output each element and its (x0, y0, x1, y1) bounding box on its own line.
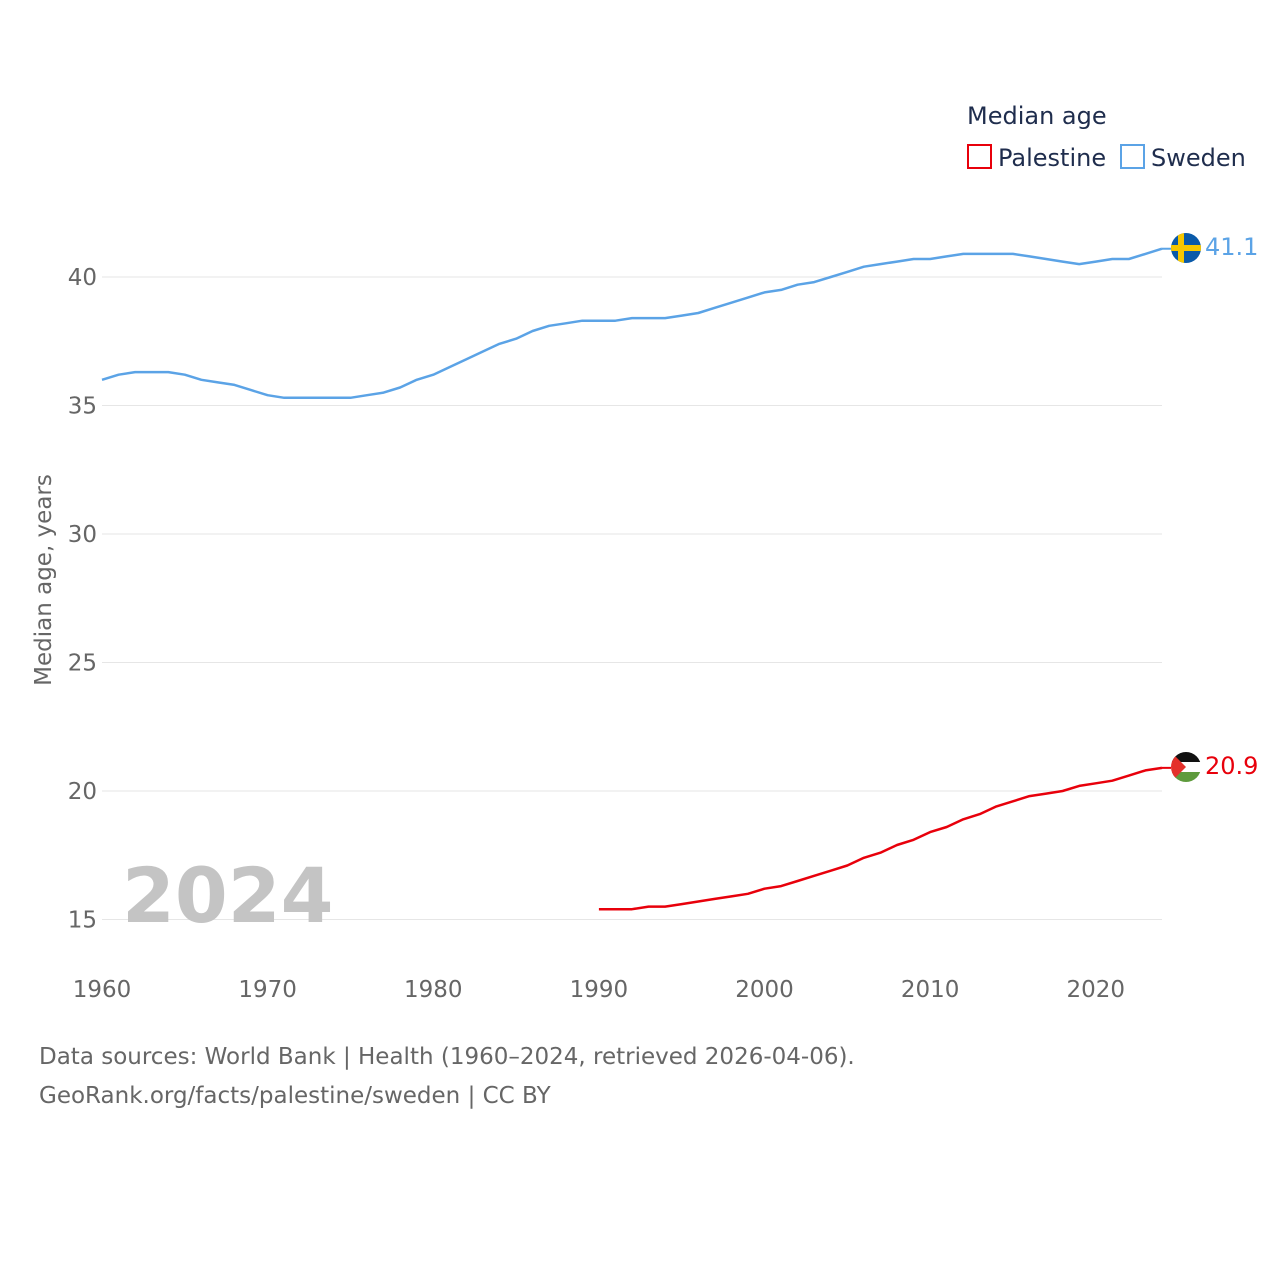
y-tick-label: 15 (68, 908, 97, 934)
legend-label-palestine: Palestine (998, 144, 1106, 172)
sweden-flag-icon (1171, 233, 1201, 263)
series-line-sweden[interactable] (101, 247, 1163, 400)
palestine-flag-icon (1171, 752, 1201, 782)
y-axis-ticks: 15 20 25 30 35 40 (68, 265, 97, 934)
year-watermark: 2024 (122, 851, 334, 940)
legend-label-sweden: Sweden (1151, 144, 1246, 172)
legend-title: Median age (967, 102, 1107, 130)
legend: Median age Palestine Sweden (967, 102, 1246, 172)
legend-swatch-palestine (967, 144, 992, 169)
end-value-palestine: 20.9 (1205, 752, 1258, 780)
y-tick-label: 30 (68, 522, 97, 548)
x-tick-label: 2020 (1066, 977, 1125, 1003)
x-tick-label: 2010 (901, 977, 960, 1003)
series-lines (101, 247, 1171, 911)
x-tick-label: 1970 (238, 977, 297, 1003)
y-tick-label: 35 (68, 394, 97, 420)
credit-link[interactable]: GeoRank.org/facts/palestine/sweden | CC … (39, 1083, 551, 1109)
y-tick-label: 25 (68, 651, 97, 677)
x-axis-ticks: 1960 1970 1980 1990 2000 2010 2020 (73, 977, 1125, 1003)
gridlines (102, 276, 1162, 920)
x-tick-label: 1990 (570, 977, 629, 1003)
y-tick-label: 20 (68, 779, 97, 805)
series-line-palestine[interactable] (598, 766, 1163, 911)
x-tick-label: 2000 (735, 977, 794, 1003)
x-tick-label: 1980 (404, 977, 463, 1003)
legend-item-palestine[interactable]: Palestine (967, 144, 1106, 172)
data-source-note: Data sources: World Bank | Health (1960–… (39, 1044, 855, 1070)
y-tick-label: 40 (68, 265, 97, 291)
legend-item-sweden[interactable]: Sweden (1120, 144, 1246, 172)
legend-swatch-sweden (1120, 144, 1145, 169)
y-axis-label: Median age, years (31, 474, 57, 686)
end-value-sweden: 41.1 (1205, 233, 1258, 261)
x-tick-label: 1960 (73, 977, 132, 1003)
